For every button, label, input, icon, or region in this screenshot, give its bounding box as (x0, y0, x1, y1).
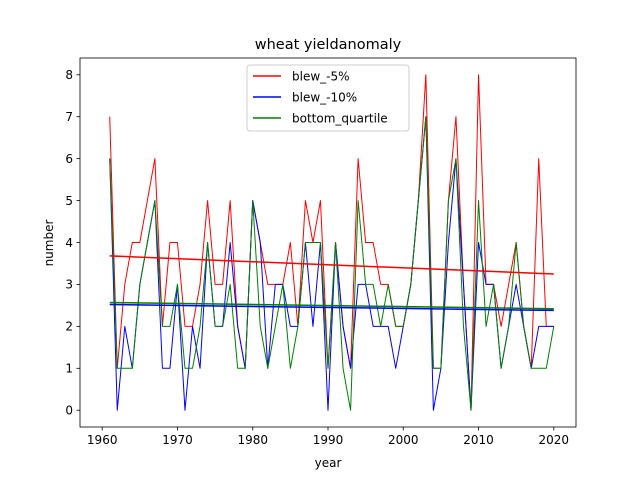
y-tick-label: 0 (65, 404, 73, 418)
x-tick-label: 1970 (162, 433, 193, 447)
x-tick-label: 1960 (87, 433, 118, 447)
series-line-1 (109, 116, 554, 411)
y-tick-label: 7 (65, 110, 73, 124)
y-tick-label: 3 (65, 278, 73, 292)
trend-line-0 (109, 255, 554, 275)
y-tick-label: 8 (65, 68, 73, 82)
trend-line-2 (109, 301, 554, 310)
y-tick-label: 5 (65, 194, 73, 208)
legend-label-2: bottom_quartile (292, 112, 388, 126)
y-tick-label: 2 (65, 320, 73, 334)
y-tick-label: 1 (65, 362, 73, 376)
x-tick-label: 2010 (463, 433, 494, 447)
legend-box (246, 64, 410, 132)
y-tick-label: 6 (65, 152, 73, 166)
x-tick-label: 2020 (539, 433, 570, 447)
legend-label-0: blew_-5% (292, 70, 350, 84)
x-tick-label: 1990 (313, 433, 344, 447)
trend-line-1 (109, 303, 554, 312)
y-tick-label: 4 (65, 236, 73, 250)
chart-title: wheat yieldanomaly (255, 37, 402, 53)
x-tick-label: 1980 (237, 433, 268, 447)
x-axis-title: year (315, 456, 342, 470)
axes: 1960 1970 1980 1990 2000 2010 2020 0 1 2 3 4 5 6 7 8 (65, 57, 577, 447)
legend: blew_-5% blew_-10% bottom_quartile (246, 64, 410, 132)
plot-area (109, 74, 555, 411)
x-tick-label: 2000 (388, 433, 419, 447)
legend-label-1: blew_-10% (292, 91, 357, 105)
y-axis-title: number (42, 220, 56, 267)
